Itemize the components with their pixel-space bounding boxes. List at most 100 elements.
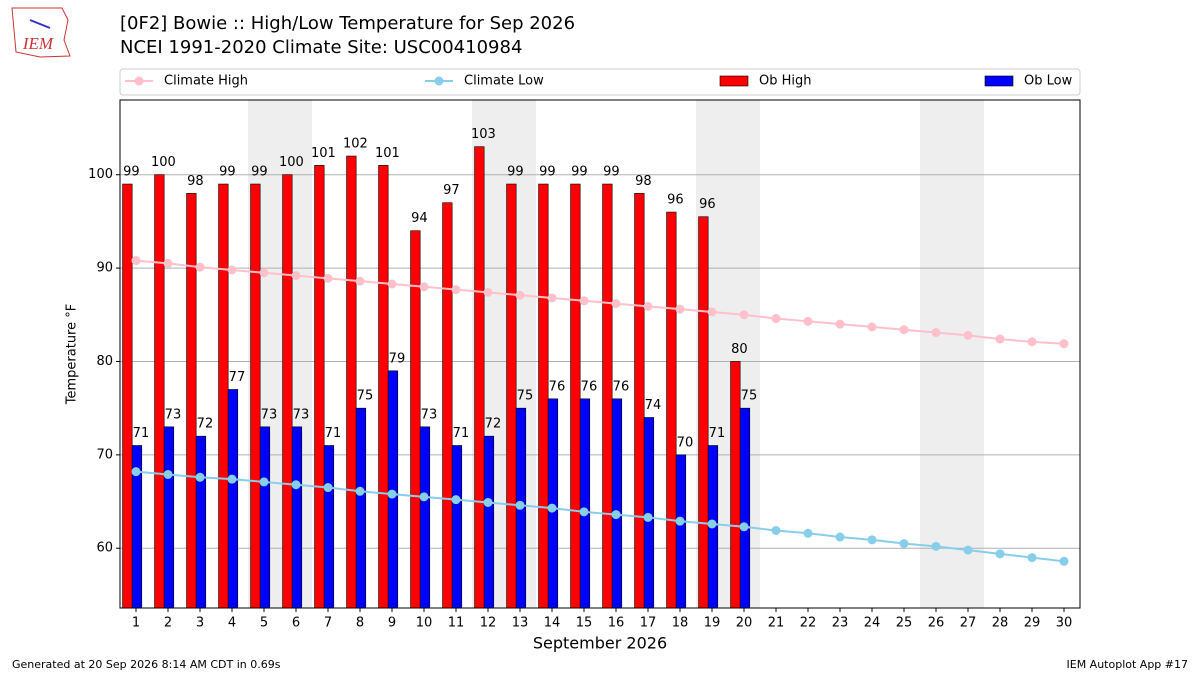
value-label: 101 [311,146,336,161]
legend-swatch [984,75,1014,87]
point [515,290,525,300]
point [963,330,973,340]
value-label: 76 [581,379,598,394]
bar [163,426,175,609]
point [387,279,397,289]
value-label: 74 [645,398,662,413]
value-label: 98 [635,174,652,189]
point [803,316,813,326]
value-label: 103 [471,127,496,142]
x-tick-label: 16 [608,616,625,631]
point [1059,339,1069,349]
bar [538,183,549,609]
bar [506,183,517,609]
value-label: 99 [571,165,588,180]
bar [195,435,207,609]
point [483,287,493,297]
x-tick-label: 14 [544,616,561,631]
point [227,265,237,275]
point [867,322,877,332]
x-tick-label: 25 [896,616,913,631]
point [579,296,589,306]
point [771,525,781,535]
legend-swatch [719,75,749,87]
value-label: 99 [603,165,620,180]
value-label: 99 [123,165,140,180]
x-tick-label: 13 [512,616,529,631]
value-label: 70 [677,435,694,450]
footer-right: IEM Autoplot App #17 [1067,658,1189,671]
line [135,470,1065,563]
x-tick-label: 1 [132,616,140,631]
value-label: 75 [517,389,534,404]
bar [611,398,623,609]
point [131,256,141,266]
bar [698,216,709,609]
point [739,522,749,532]
point [515,500,525,510]
bar [474,146,485,609]
point [995,334,1005,344]
point [451,285,461,295]
value-label: 102 [343,137,368,152]
x-tick-label: 7 [324,616,332,631]
point [835,319,845,329]
bar [579,398,591,609]
value-label: 72 [197,417,214,432]
x-tick-label: 3 [196,616,204,631]
value-label: 100 [151,155,176,170]
bar [154,174,165,609]
bar [218,183,229,609]
logo-text: IEM [22,34,54,53]
point [931,541,941,551]
point [611,510,621,520]
legend-box [119,68,1081,96]
point [707,519,717,529]
point [931,328,941,338]
point [451,495,461,505]
value-label: 97 [443,183,460,198]
bar [282,174,293,609]
bar [570,183,581,609]
bar [410,230,421,609]
value-label: 99 [507,165,524,180]
weekend-band [920,100,984,608]
logo: IEM [11,7,71,58]
bar [259,426,271,609]
line [135,259,1065,345]
point [355,276,365,286]
x-tick-label: 24 [864,616,881,631]
point [163,469,173,479]
bar [442,202,453,609]
bar [739,407,751,609]
point [483,497,493,507]
bar [291,426,303,609]
x-tick-label: 19 [704,616,721,631]
legend-swatch [434,76,444,86]
value-label: 99 [219,165,236,180]
point [899,325,909,335]
point [995,549,1005,559]
point [1027,553,1037,563]
chart-title: [0F2] Bowie :: High/Low Temperature for … [120,13,575,34]
value-label: 73 [421,407,438,422]
bar [122,183,133,609]
x-axis-label: September 2026 [533,634,667,653]
point [643,301,653,311]
point [323,273,333,283]
bar [227,389,239,609]
value-label: 96 [699,197,716,212]
point [355,486,365,496]
bar [730,361,741,609]
bar [250,183,261,609]
x-tick-label: 9 [388,616,396,631]
point [611,299,621,309]
point [643,512,653,522]
value-label: 98 [187,174,204,189]
point [195,472,205,482]
value-label: 99 [251,165,268,180]
value-label: 77 [229,370,246,385]
point [675,304,685,314]
legend-label: Climate Low [464,74,544,89]
value-label: 76 [549,379,566,394]
